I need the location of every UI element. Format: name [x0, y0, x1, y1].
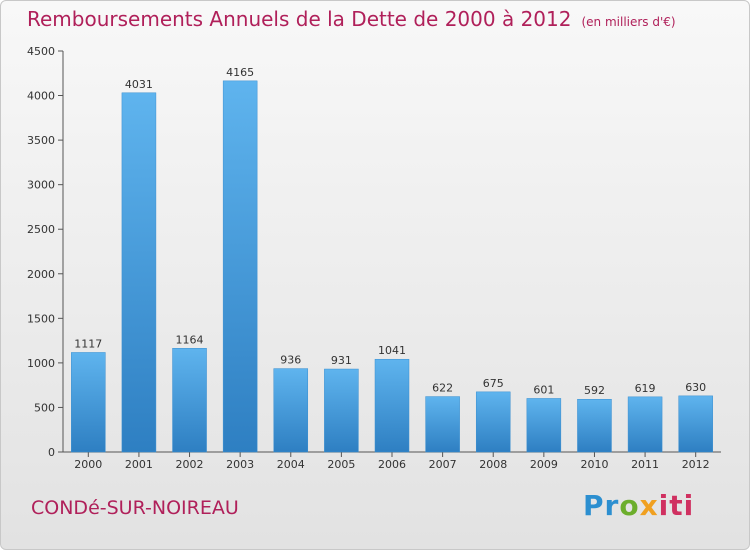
- value-label: 630: [685, 381, 706, 394]
- bar-2012: [678, 395, 713, 453]
- value-label: 675: [483, 377, 504, 390]
- y-tick-label: 0: [48, 446, 55, 459]
- location-label: CONDé-SUR-NOIREAU: [31, 497, 239, 519]
- x-tick-label: 2010: [580, 458, 608, 471]
- chart-axes: 0 500 1000 1500 2000 2500 3000 3500 4000 4500 2000…: [27, 45, 721, 471]
- y-tick-label: 500: [34, 401, 55, 414]
- y-tick-label: 4500: [27, 45, 55, 58]
- value-label: 1164: [176, 333, 204, 346]
- y-tick-label: 4000: [27, 90, 55, 103]
- bar-2008: [475, 391, 511, 453]
- bar-2007: [425, 396, 460, 453]
- bar-2006: [374, 358, 410, 453]
- bar-2000: [71, 352, 106, 453]
- bar-2011: [627, 396, 663, 453]
- value-label: 1041: [378, 344, 406, 357]
- value-label: 936: [280, 354, 301, 367]
- x-tick-label: 2002: [176, 458, 204, 471]
- value-label: 622: [432, 382, 453, 395]
- value-label: 4031: [125, 78, 153, 91]
- chart-title-text: Remboursements Annuels de la Dette de 20…: [27, 7, 572, 31]
- y-tick-label: 2500: [27, 223, 55, 236]
- x-tick-label: 2011: [631, 458, 659, 471]
- bar-2009: [526, 398, 562, 453]
- value-label: 601: [533, 383, 554, 396]
- proxiti-logo: Proxiti: [583, 489, 695, 522]
- y-tick-label: 3000: [27, 179, 55, 192]
- x-tick-label: 2009: [530, 458, 558, 471]
- x-tick-label: 2001: [125, 458, 153, 471]
- bar-2004: [273, 368, 309, 453]
- y-tick-label: 1000: [27, 357, 55, 370]
- value-label: 619: [635, 382, 656, 395]
- value-label: 931: [331, 354, 352, 367]
- x-tick-label: 2007: [429, 458, 457, 471]
- chart-title: Remboursements Annuels de la Dette de 20…: [27, 7, 676, 31]
- chart-subtitle: (en milliers d'€): [581, 15, 676, 29]
- value-label: 592: [584, 384, 605, 397]
- y-tick-label: 1500: [27, 312, 55, 325]
- x-tick-label: 2005: [327, 458, 355, 471]
- x-tick-label: 2008: [479, 458, 507, 471]
- x-tick-label: 2004: [277, 458, 305, 471]
- value-label: 4165: [226, 66, 254, 79]
- bar-2005: [324, 368, 359, 453]
- bar-2001: [121, 92, 157, 453]
- bar-2010: [577, 398, 612, 453]
- x-tick-label: 2012: [682, 458, 710, 471]
- bar-2002: [172, 348, 207, 453]
- y-tick-label: 3500: [27, 134, 55, 147]
- chart-bars: [71, 80, 713, 453]
- y-tick-label: 2000: [27, 268, 55, 281]
- x-tick-label: 2006: [378, 458, 406, 471]
- value-label: 1117: [74, 337, 102, 350]
- chart-value-labels: 1117 4031 1164 4165 936 931 1041 622 675 601 592 61…: [74, 66, 706, 397]
- x-tick-label: 2003: [226, 458, 254, 471]
- bar-2003: [222, 80, 258, 453]
- x-tick-label: 2000: [74, 458, 102, 471]
